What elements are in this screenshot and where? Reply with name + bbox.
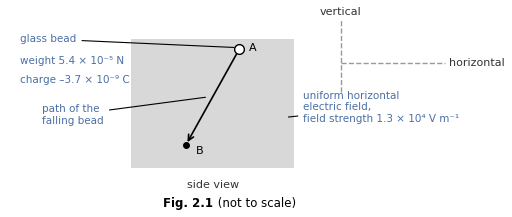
Text: A: A: [249, 43, 257, 53]
Text: uniform horizontal
electric field,
field strength 1.3 × 10⁴ V m⁻¹: uniform horizontal electric field, field…: [288, 90, 459, 124]
Text: vertical: vertical: [320, 7, 362, 17]
Text: (not to scale): (not to scale): [214, 197, 295, 210]
Text: Fig. 2.1: Fig. 2.1: [163, 197, 212, 210]
Text: weight 5.4 × 10⁻⁵ N: weight 5.4 × 10⁻⁵ N: [20, 56, 124, 66]
Text: horizontal: horizontal: [450, 58, 505, 68]
Text: path of the
falling bead: path of the falling bead: [42, 97, 205, 126]
FancyBboxPatch shape: [131, 39, 294, 168]
Text: charge –3.7 × 10⁻⁹ C: charge –3.7 × 10⁻⁹ C: [20, 75, 130, 85]
Text: side view: side view: [186, 180, 239, 190]
Text: B: B: [196, 146, 203, 156]
Text: glass bead: glass bead: [20, 34, 234, 48]
